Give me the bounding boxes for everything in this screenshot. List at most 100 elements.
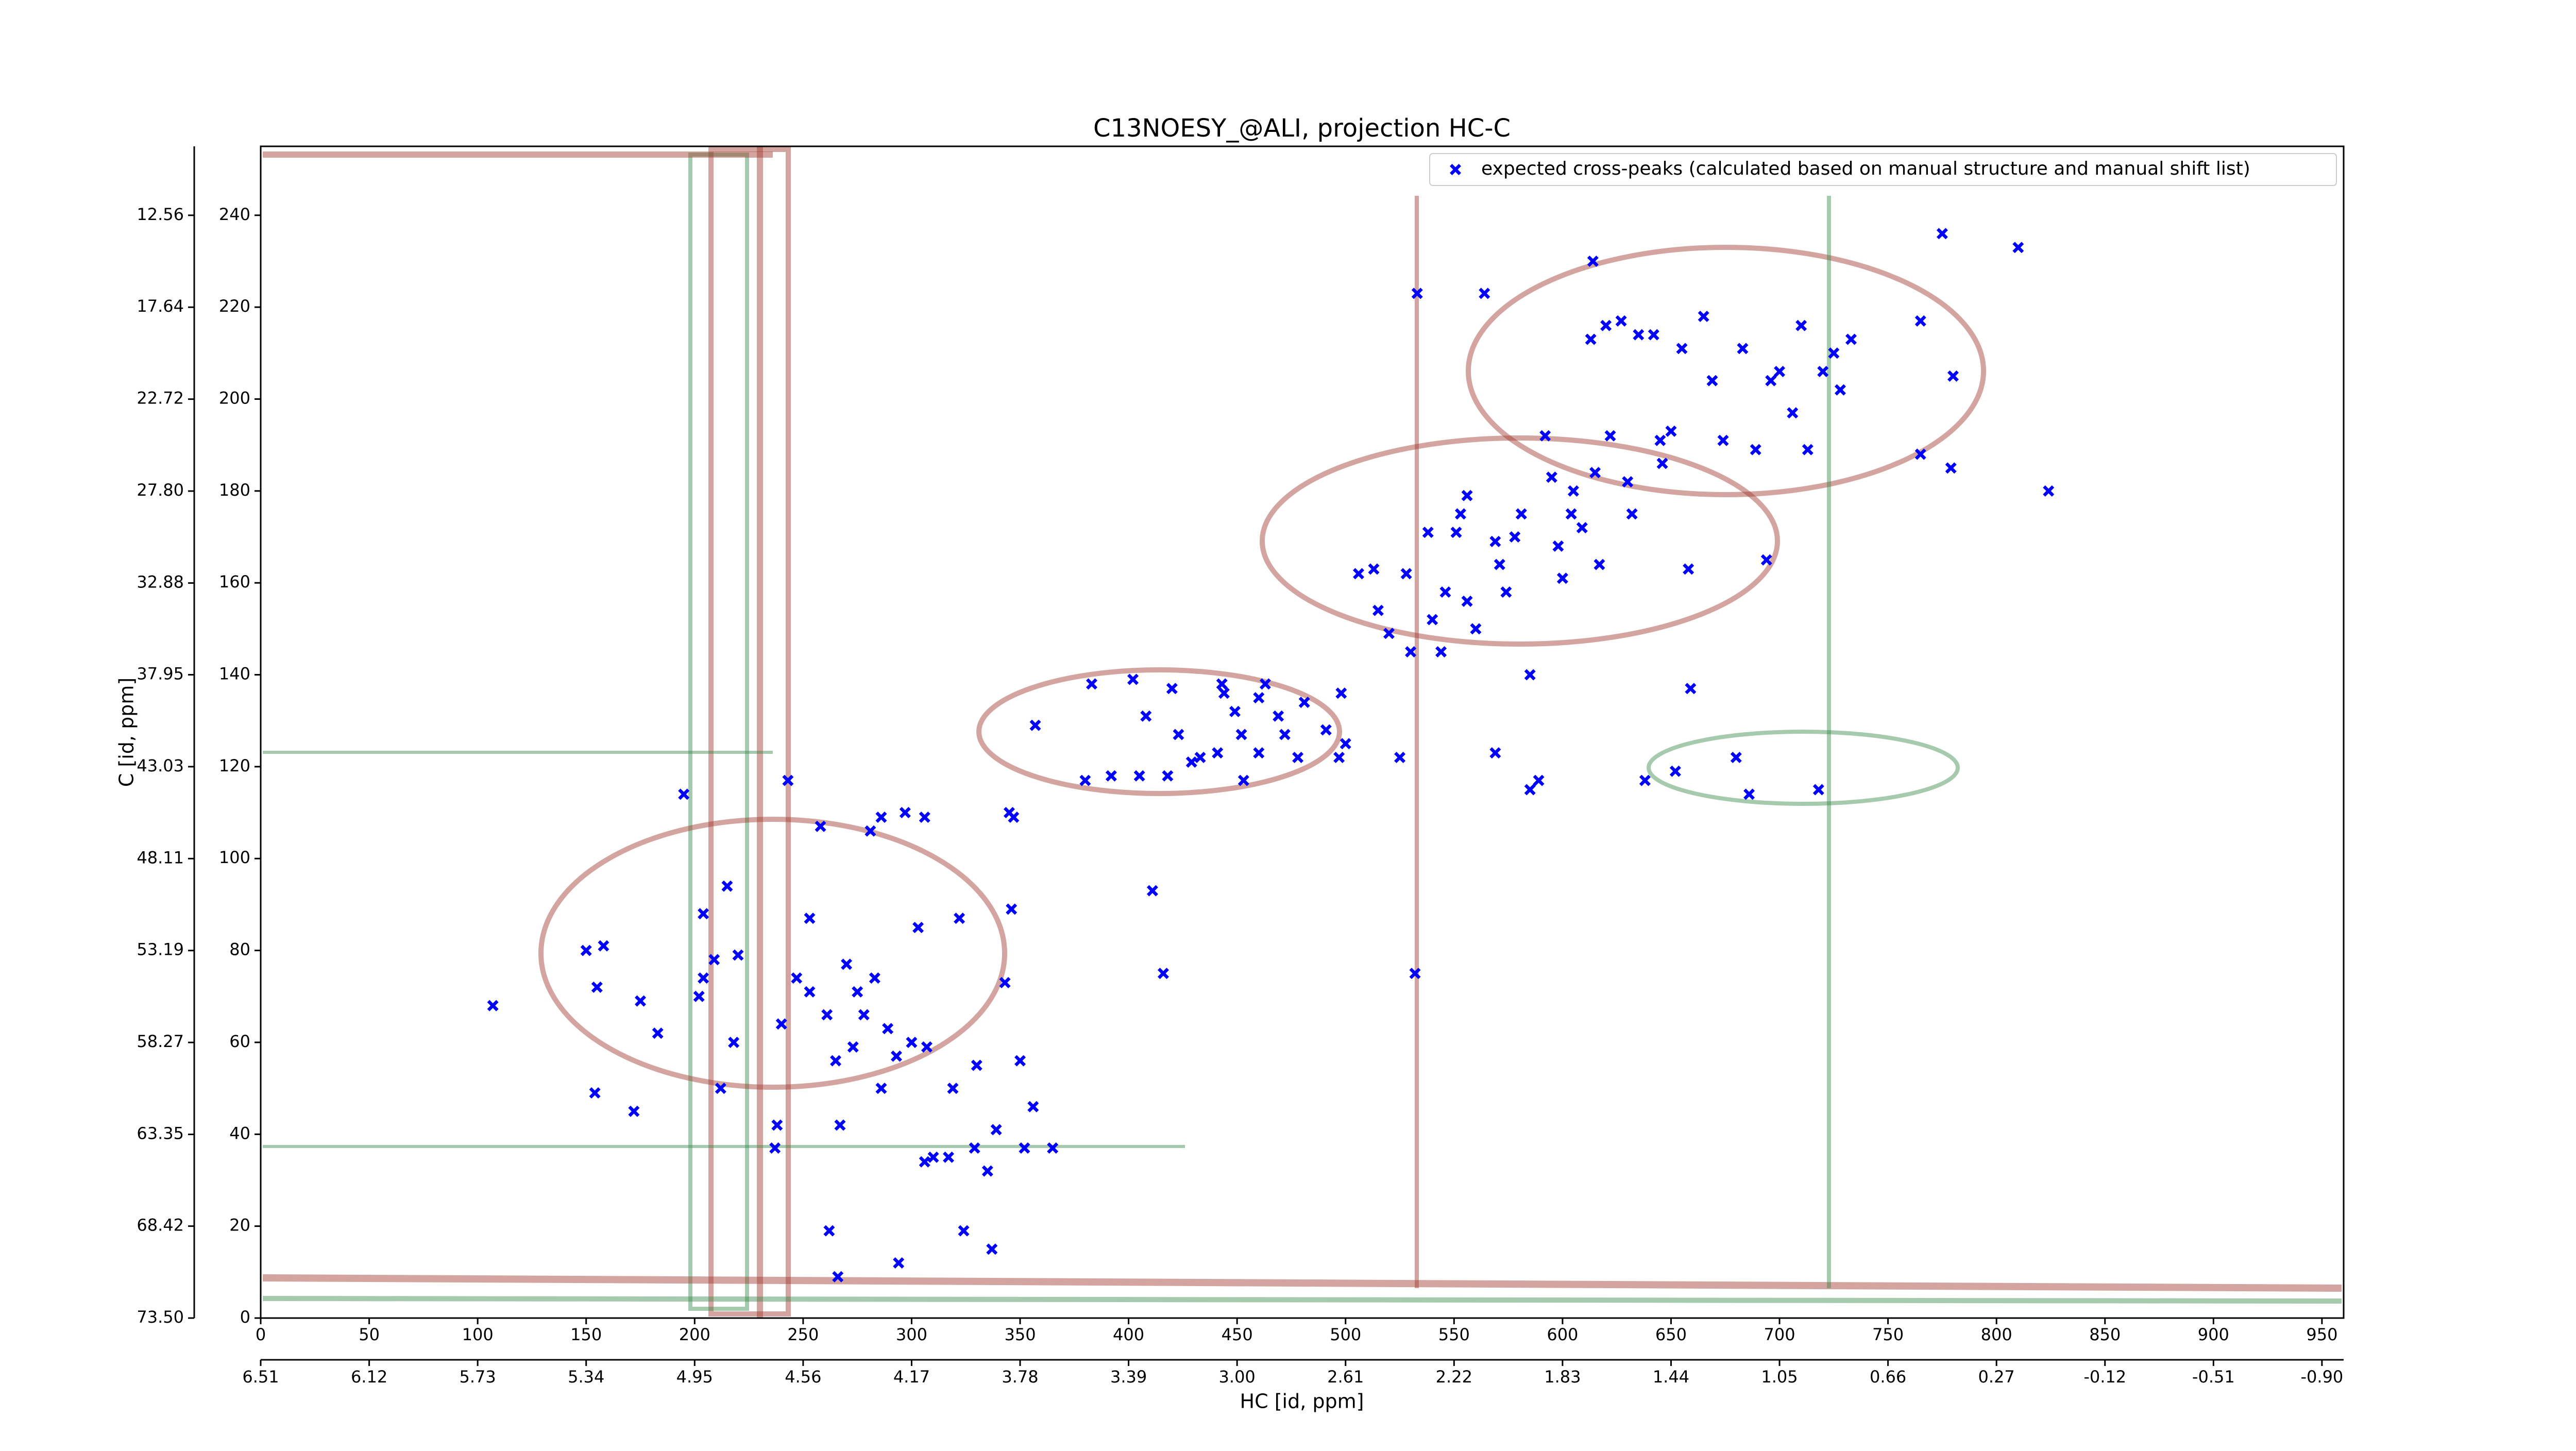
peak-marker — [1567, 485, 1579, 497]
peak-marker — [830, 1055, 842, 1067]
peak-marker — [1253, 747, 1265, 759]
peak-marker — [1576, 522, 1588, 534]
peak-marker — [698, 972, 709, 984]
y2-tick-label: 12.56 — [137, 205, 184, 224]
peak-marker — [1146, 885, 1158, 897]
y2-tick-label: 22.72 — [137, 389, 184, 408]
peak-marker — [1086, 678, 1097, 690]
x2-tick-label: 4.17 — [893, 1367, 930, 1387]
peak-marker — [1556, 572, 1568, 584]
peak-marker — [1157, 968, 1169, 980]
peak-marker — [1669, 765, 1681, 777]
peak-marker — [943, 1151, 955, 1163]
peak-marker — [1936, 228, 1948, 240]
peak-marker — [1140, 710, 1152, 722]
peak-marker — [1665, 425, 1677, 437]
peak-marker — [1253, 692, 1265, 704]
y2-tick-label: 63.35 — [137, 1124, 184, 1143]
peak-marker — [728, 1036, 740, 1048]
peak-marker — [1008, 811, 1020, 823]
peak-marker — [1454, 508, 1466, 520]
x2-tick-label: 2.22 — [1436, 1367, 1472, 1387]
peak-marker — [986, 1243, 998, 1255]
y2-tick-label: 43.03 — [137, 756, 184, 775]
peak-marker — [791, 972, 803, 984]
y-tick-label: 140 — [219, 664, 250, 684]
x2-tick-label: 0.66 — [1870, 1367, 1906, 1387]
peak-marker — [1368, 563, 1380, 575]
peak-marker — [628, 1105, 640, 1117]
peak-marker — [1812, 784, 1824, 796]
y-tick-label: 100 — [219, 848, 250, 867]
peak-marker — [858, 1009, 870, 1021]
y-tick-label: 240 — [219, 205, 250, 224]
peak-marker — [715, 1083, 726, 1094]
peak-marker — [1817, 365, 1829, 377]
peak-marker — [875, 811, 887, 823]
peak-marker — [1166, 683, 1178, 695]
peak-marker — [1524, 669, 1536, 681]
peak-marker — [1845, 333, 1857, 345]
peak-marker — [1340, 738, 1351, 750]
peak-marker — [1717, 434, 1729, 446]
peak-marker — [899, 807, 911, 819]
x2-tick-label: -0.90 — [2300, 1367, 2343, 1387]
peak-marker — [693, 990, 705, 1002]
contour-blob — [976, 667, 1342, 796]
x-tick-label: 100 — [462, 1325, 494, 1344]
peak-marker — [1515, 508, 1527, 520]
peak-marker — [1409, 968, 1421, 980]
peak-marker — [1774, 365, 1786, 377]
peak-marker — [906, 1036, 918, 1048]
peak-marker — [721, 880, 733, 892]
peak-marker — [1259, 678, 1271, 690]
peak-marker — [708, 954, 720, 966]
peak-marker — [1216, 678, 1228, 690]
y2-tick-label: 17.64 — [137, 296, 184, 316]
peak-marker — [678, 788, 690, 800]
peak-marker — [591, 981, 603, 993]
peak-marker — [1194, 752, 1206, 764]
peak-marker — [919, 1156, 930, 1168]
peak-marker — [1372, 604, 1384, 616]
peak-marker — [847, 1041, 859, 1053]
peak-marker — [1435, 646, 1447, 657]
peak-marker — [927, 1151, 939, 1163]
peak-marker — [732, 949, 744, 961]
peak-marker — [1422, 527, 1434, 538]
peak-marker — [1400, 568, 1412, 580]
peak-marker — [1633, 329, 1645, 341]
peak-marker — [1352, 568, 1364, 580]
peak-marker — [1585, 333, 1597, 345]
peak-marker — [1489, 535, 1501, 547]
peak-marker — [981, 1165, 993, 1177]
y2-tick-label: 53.19 — [137, 940, 184, 959]
peak-marker — [1539, 430, 1551, 442]
peak-marker — [1594, 559, 1605, 570]
peak-marker — [1079, 774, 1091, 786]
peak-marker — [1218, 687, 1230, 699]
peak-marker — [852, 986, 863, 998]
peak-marker — [1639, 774, 1651, 786]
peak-marker — [1802, 444, 1814, 455]
peak-marker — [1546, 471, 1557, 483]
x-tick-label: 50 — [359, 1325, 380, 1344]
peak-marker — [1320, 724, 1332, 736]
peak-marker — [1335, 687, 1347, 699]
peak-marker — [1765, 375, 1777, 386]
contour-line — [262, 1296, 2342, 1304]
peak-marker — [1587, 255, 1599, 267]
peak-marker — [1500, 586, 1512, 598]
x-tick-label: 450 — [1222, 1325, 1253, 1344]
x2-tick-label: 1.44 — [1653, 1367, 1689, 1387]
y-tick-label: 0 — [240, 1307, 250, 1327]
peak-marker — [589, 1087, 601, 1099]
peak-marker — [1737, 343, 1749, 355]
peak-marker — [1552, 540, 1564, 552]
peak-marker — [1494, 559, 1505, 570]
peak-marker — [1427, 614, 1438, 626]
peak-marker — [890, 1050, 902, 1062]
x-tick-label: 650 — [1655, 1325, 1687, 1344]
peak-marker — [1600, 319, 1612, 331]
peak-marker — [1470, 623, 1482, 635]
